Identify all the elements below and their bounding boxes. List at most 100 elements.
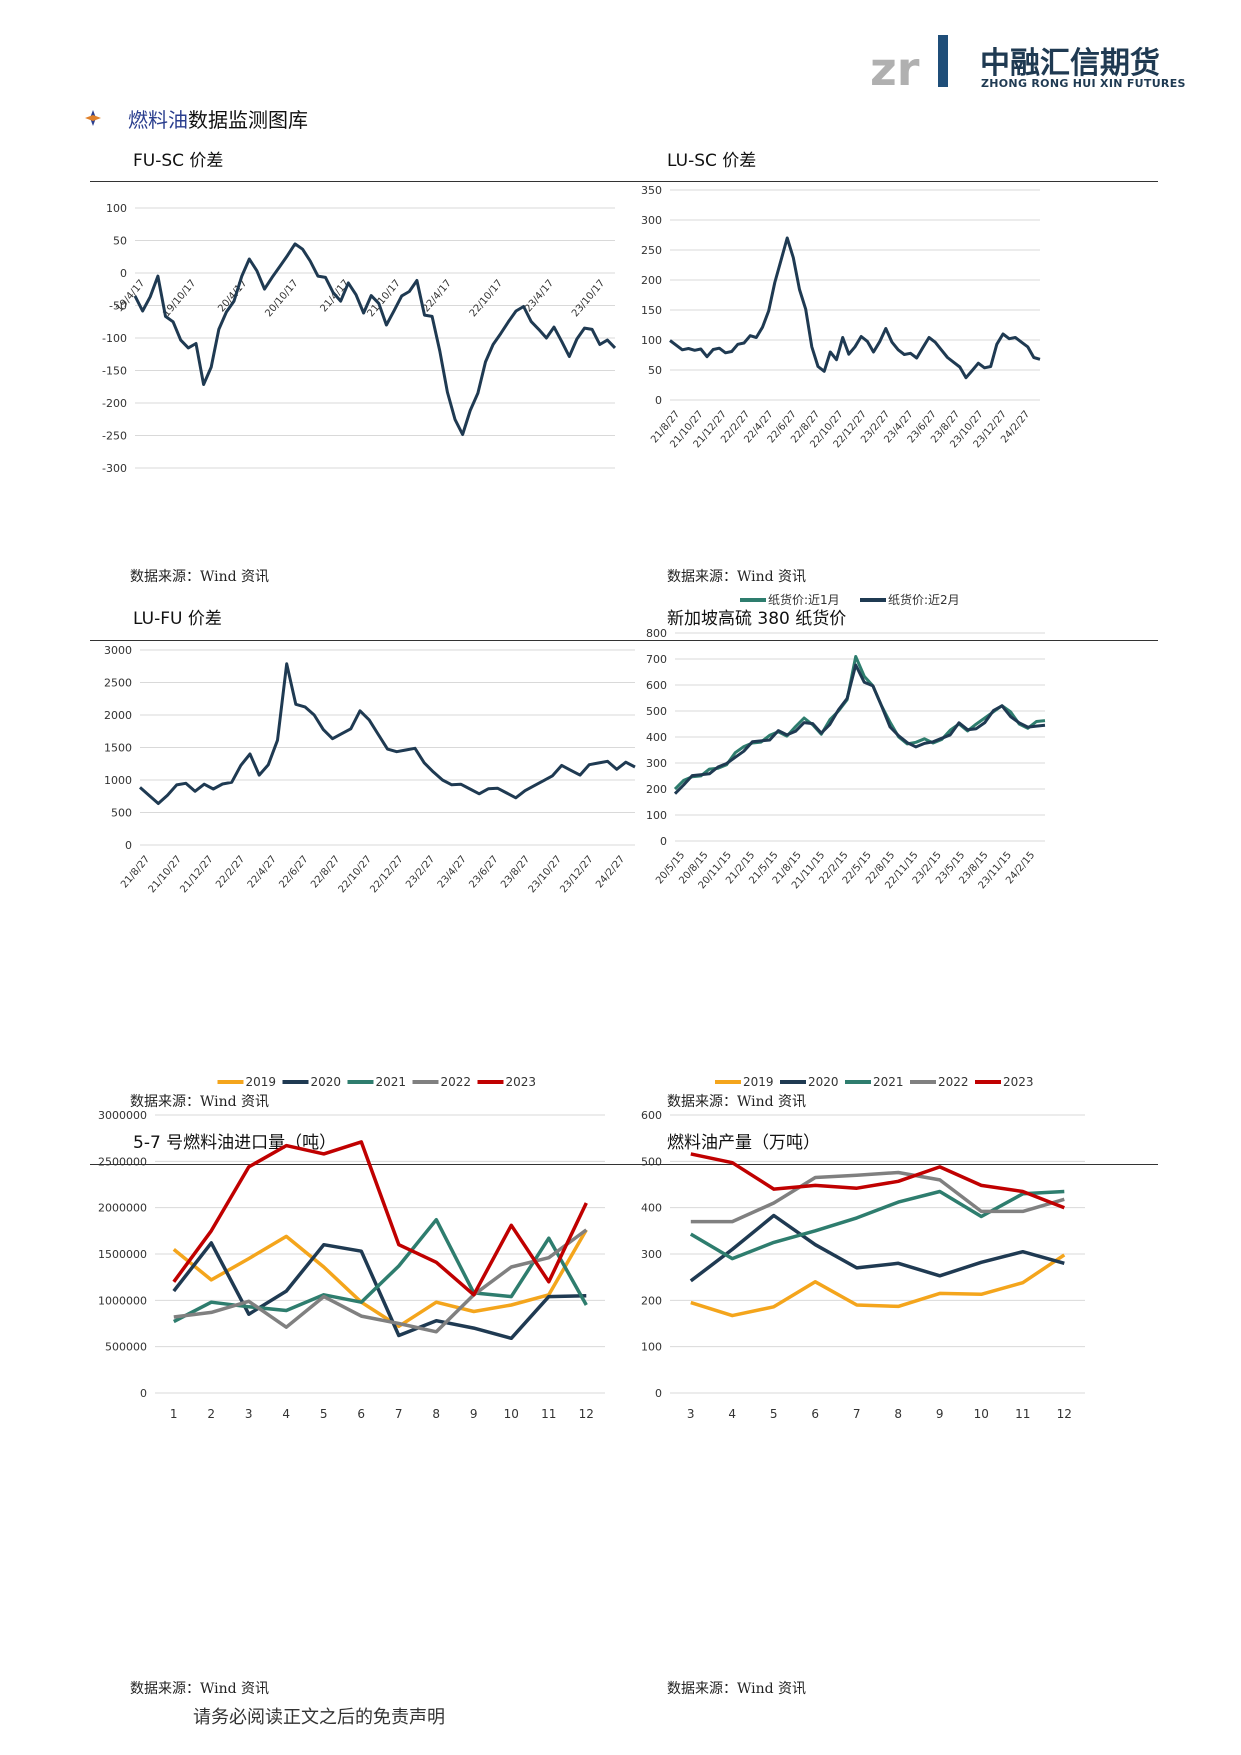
chart-title-lu-fu: LU-FU 价差 — [133, 609, 222, 629]
x-tick-label: 3 — [687, 1407, 695, 1421]
x-tick-label: 20/4/17 — [216, 278, 249, 315]
logo-mark-text: zr — [870, 42, 920, 95]
legend-label: 2021 — [376, 1075, 407, 1089]
x-tick-label: 23/4/17 — [523, 278, 556, 315]
y-tick-label: 600 — [646, 679, 667, 692]
section-title-rest: 数据监测图库 — [188, 108, 308, 132]
x-tick-label: 3 — [245, 1407, 253, 1421]
x-tick-label: 21/12/27 — [178, 854, 215, 895]
chart-lu-fu: 05001000150020002500300021/8/2721/10/272… — [104, 644, 636, 895]
y-tick-label: -250 — [102, 430, 127, 443]
y-tick-label: 300 — [641, 1248, 662, 1261]
y-tick-label: 1500 — [104, 742, 132, 755]
x-tick-label: 23/8/27 — [499, 854, 532, 891]
section-bullet-icon — [83, 108, 103, 132]
y-tick-label: -50 — [109, 300, 127, 313]
legend-label: 2020 — [808, 1075, 839, 1089]
legend-label: 2019 — [246, 1075, 277, 1089]
series-line-2019 — [690, 1253, 1066, 1318]
chart-title-sg380: 新加坡高硫 380 纸货价 — [667, 609, 847, 629]
x-tick-label: 22/8/27 — [309, 854, 342, 891]
y-tick-label: -100 — [102, 332, 127, 345]
legend-label: 纸货价:近1月 — [768, 592, 840, 607]
legend-label: 2022 — [441, 1075, 472, 1089]
x-tick-label: 22/4/17 — [421, 278, 454, 315]
source-note: 数据来源：Wind 资讯 — [667, 569, 807, 585]
y-tick-label: 600 — [641, 1109, 662, 1122]
chart-production: 0 100 200 300 400 500 600 3 4 5 6 7 8 9 10 11 12 2019 2020… — [641, 1075, 1085, 1421]
y-tick-label: 0 — [655, 1387, 662, 1400]
x-tick-label: 6 — [811, 1407, 819, 1421]
chart-lu-sc: 05010015020025030035021/8/2721/10/2721/1… — [641, 184, 1041, 450]
y-tick-label: 500 — [646, 705, 667, 718]
logo-cn: 中融汇信期货 — [980, 46, 1160, 81]
y-tick-label: -300 — [102, 462, 127, 475]
y-tick-label: 50 — [113, 235, 127, 248]
y-tick-label: 100 — [646, 809, 667, 822]
y-tick-label: 250 — [641, 244, 662, 257]
y-tick-label: -150 — [102, 365, 127, 378]
y-tick-label: 0 — [125, 839, 132, 852]
y-tick-label: 0 — [655, 394, 662, 407]
y-tick-label: 100 — [106, 202, 127, 215]
x-tick-label: 1 — [170, 1407, 178, 1421]
series-line-2023 — [690, 1152, 1065, 1210]
y-tick-label: 2500 — [104, 677, 132, 690]
series-line — [669, 236, 1041, 380]
series-line-2020 — [172, 1241, 587, 1341]
legend-label: 2023 — [506, 1075, 537, 1089]
x-tick-label: 21/8/27 — [119, 854, 152, 891]
x-tick-label: 9 — [470, 1407, 478, 1421]
series-line-2021 — [172, 1217, 588, 1324]
x-tick-label: 23/6/27 — [467, 854, 500, 891]
y-tick-label: 200 — [641, 274, 662, 287]
legend-label: 2023 — [1003, 1075, 1034, 1089]
chart-title-production: 燃料油产量（万吨） — [667, 1133, 820, 1153]
y-tick-label: 100 — [641, 334, 662, 347]
y-tick-label: 2000 — [104, 709, 132, 722]
legend-label: 2019 — [743, 1075, 774, 1089]
section-title-accent: 燃料油 — [128, 108, 188, 132]
chart-title-lu-sc: LU-SC 价差 — [667, 151, 757, 171]
source-note: 数据来源：Wind 资讯 — [667, 1681, 807, 1697]
y-tick-label: 800 — [646, 627, 667, 640]
x-tick-label: 11 — [1015, 1407, 1030, 1421]
y-tick-label: 50 — [648, 364, 662, 377]
source-note: 数据来源：Wind 资讯 — [667, 1094, 807, 1110]
y-tick-label: 500 — [111, 807, 132, 820]
series-line-2022 — [173, 1228, 588, 1334]
x-tick-label: 24/2/27 — [594, 854, 627, 891]
x-tick-label: 23/10/17 — [570, 278, 607, 319]
y-tick-label: 300 — [641, 214, 662, 227]
x-tick-label: 4 — [282, 1407, 290, 1421]
x-tick-label: 2 — [207, 1407, 215, 1421]
y-tick-label: 150 — [641, 304, 662, 317]
y-tick-label: 3000 — [104, 644, 132, 657]
source-note: 数据来源：Wind 资讯 — [130, 569, 270, 585]
y-tick-label: 400 — [646, 731, 667, 744]
x-tick-label: 4 — [728, 1407, 736, 1421]
x-tick-label: 7 — [853, 1407, 861, 1421]
x-tick-label: 23/2/27 — [404, 854, 437, 891]
x-tick-label: 19/10/17 — [161, 278, 198, 319]
legend-label: 2020 — [311, 1075, 342, 1089]
y-tick-label: 500 — [641, 1155, 662, 1168]
y-tick-label: 1000000 — [98, 1294, 147, 1307]
source-note: 数据来源：Wind 资讯 — [130, 1094, 270, 1110]
series-line — [139, 662, 636, 805]
legend-label: 2021 — [873, 1075, 904, 1089]
logo-en: ZHONG RONG HUI XIN FUTURES — [981, 77, 1186, 90]
x-tick-label: 12 — [579, 1407, 594, 1421]
y-tick-label: 300 — [646, 757, 667, 770]
chart-sg380: 010020030040050060070080020/5/1520/8/152… — [646, 592, 1046, 891]
series-line — [133, 242, 617, 436]
x-tick-label: 8 — [432, 1407, 440, 1421]
y-tick-label: 1000 — [104, 774, 132, 787]
legend-label: 纸货价:近2月 — [888, 592, 960, 607]
y-tick-label: 350 — [641, 184, 662, 197]
series-line-2020 — [689, 1213, 1065, 1283]
x-tick-label: 7 — [395, 1407, 403, 1421]
x-tick-label: 22/2/27 — [214, 854, 247, 891]
logo-mark-icon: zr — [870, 35, 948, 96]
